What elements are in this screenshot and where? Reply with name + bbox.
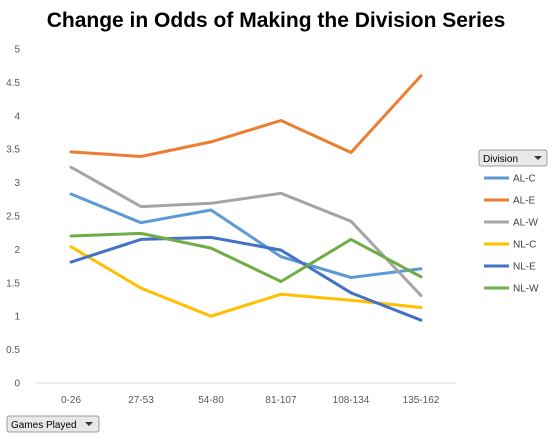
y-tick-label: 0 (14, 379, 20, 390)
legend-filter-button[interactable]: Division (478, 149, 548, 167)
legend-label: AL-W (513, 218, 539, 229)
y-tick-label: 4 (14, 111, 20, 122)
legend-item-nl-w[interactable]: NL-W (484, 284, 539, 295)
series-line-al-w (69, 165, 423, 297)
y-tick-label: 1.5 (6, 278, 20, 289)
dropdown-arrow-icon[interactable] (85, 422, 93, 426)
axis-filter-button-box[interactable] (6, 415, 100, 433)
legend-filter-button-box[interactable] (478, 149, 548, 167)
y-tick-label: 1 (14, 312, 20, 323)
legend-item-al-w[interactable]: AL-W (484, 218, 539, 229)
legend-label: NL-W (513, 284, 539, 295)
legend-item-nl-e[interactable]: NL-E (484, 262, 536, 273)
x-tick-label: 54-80 (198, 395, 224, 406)
legend-item-nl-c[interactable]: NL-C (484, 240, 536, 251)
x-tick-label: 27-53 (128, 395, 154, 406)
legend: AL-C AL-E AL-W NL-C NL-E NL-W (484, 174, 539, 295)
series-line-nl-c (69, 245, 423, 318)
y-tick-label: 4.5 (6, 78, 20, 89)
x-tick-label: 135-162 (403, 395, 440, 406)
legend-label: AL-C (513, 174, 536, 185)
series-line-nl-w (69, 231, 423, 283)
series-line-nl-e (69, 235, 423, 322)
plot-area (69, 74, 423, 322)
y-tick-label: 3.5 (6, 145, 20, 156)
chart-title: Change in Odds of Making the Division Se… (47, 9, 506, 32)
x-tick-label: 0-26 (61, 395, 81, 406)
legend-label: NL-C (513, 240, 536, 251)
legend-item-al-e[interactable]: AL-E (484, 196, 536, 207)
y-tick-label: 2.5 (6, 212, 20, 223)
series-line-al-c (69, 192, 423, 279)
y-tick-label: 5 (14, 45, 20, 56)
axis-filter-button[interactable]: Games Played (6, 415, 100, 433)
dropdown-arrow-icon[interactable] (534, 156, 542, 160)
legend-label: NL-E (513, 262, 536, 273)
series-line-al-e (69, 74, 423, 158)
legend-filter-label: Division (483, 154, 518, 165)
y-tick-label: 0.5 (6, 345, 20, 356)
y-axis: 0 0.5 1 1.5 2 2.5 3 3.5 4 4.5 5 (6, 45, 20, 390)
legend-label: AL-E (513, 196, 536, 207)
x-tick-label: 108-134 (333, 395, 370, 406)
axis-filter-label: Games Played (11, 420, 77, 431)
y-tick-label: 2 (14, 245, 20, 256)
legend-item-al-c[interactable]: AL-C (484, 174, 536, 185)
x-tick-label: 81-107 (265, 395, 297, 406)
x-axis: 0-26 27-53 54-80 81-107 108-134 135-162 (61, 395, 440, 406)
y-tick-label: 3 (14, 178, 20, 189)
